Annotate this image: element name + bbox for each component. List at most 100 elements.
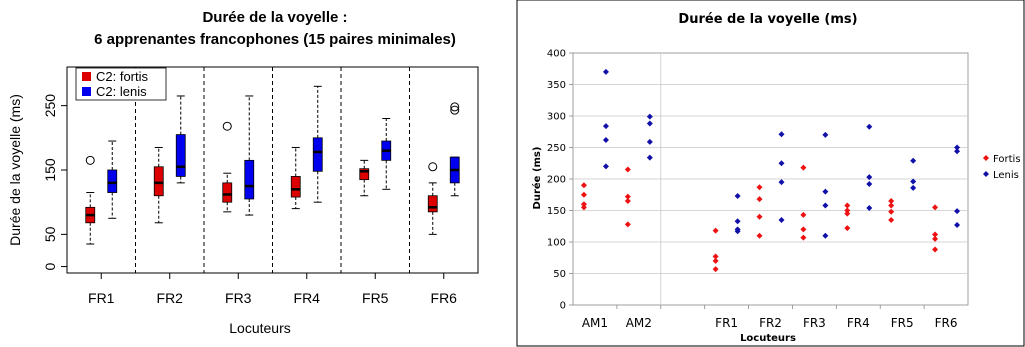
right-y-axis-label: Durée (ms)	[531, 147, 543, 210]
point-lenis-FR3	[822, 131, 829, 138]
left-y-tick-label-150: 150	[42, 158, 58, 182]
point-fortis-AM1	[580, 201, 587, 208]
point-fortis-FR6	[932, 231, 939, 238]
left-chart-title-line2: 6 apprenantes francophones (15 paires mi…	[94, 31, 456, 48]
point-fortis-FR6	[932, 235, 939, 242]
point-lenis-AM2	[646, 154, 653, 161]
point-fortis-AM2	[624, 198, 631, 205]
left-chart-title-line1: Durée de la voyelle :	[202, 9, 347, 26]
right-x-tick-label-FR3: FR3	[803, 316, 826, 330]
left-legend: C2: fortis C2: lenis	[75, 67, 167, 101]
right-y-tick-label-200: 200	[547, 175, 566, 186]
point-fortis-FR4	[844, 207, 851, 214]
left-y-tick-label-0: 0	[42, 262, 58, 270]
box-lenis-FR4	[312, 137, 323, 172]
point-lenis-FR1	[734, 226, 741, 233]
right-x-tick-label-AM1: AM1	[582, 316, 608, 330]
point-lenis-AM2	[646, 113, 653, 120]
point-lenis-FR4	[866, 123, 873, 130]
point-lenis-FR2	[778, 131, 785, 138]
box-fortis-FR3-outlier	[222, 121, 232, 131]
left-y-axis-label: Durée de la voyelle (ms)	[7, 94, 23, 246]
box-fortis-FR1-outlier	[85, 155, 95, 165]
point-fortis-FR4	[844, 202, 851, 209]
right-y-tick-label-250: 250	[547, 143, 566, 154]
point-lenis-FR6	[954, 148, 961, 155]
point-fortis-FR1	[712, 253, 719, 260]
box-lenis-FR6-outlier	[450, 105, 460, 115]
right-y-tick-label-0: 0	[560, 301, 566, 312]
point-lenis-FR1	[734, 218, 741, 225]
point-fortis-FR3	[800, 211, 807, 218]
right-x-tick-label-FR2: FR2	[759, 316, 782, 330]
point-fortis-AM1	[580, 182, 587, 189]
legend-label-lenis: C2: lenis	[96, 84, 147, 99]
point-lenis-FR4	[866, 181, 873, 188]
point-lenis-FR2	[778, 216, 785, 223]
right-x-axis-label: Locuteurs	[740, 333, 796, 344]
left-y-tick-label-250: 250	[42, 94, 58, 118]
left-x-axis-label: Locuteurs	[229, 320, 290, 336]
right-x-tick-label-FR4: FR4	[847, 316, 870, 330]
point-fortis-FR4	[844, 225, 851, 232]
point-lenis-FR3	[822, 188, 829, 195]
right-y-tick-label-300: 300	[547, 112, 566, 123]
point-fortis-FR6	[932, 246, 939, 253]
right-y-tick-label-400: 400	[547, 49, 566, 60]
point-lenis-FR6	[954, 144, 961, 151]
right-legend: Fortis Lenis	[983, 154, 1021, 181]
box-fortis-FR4	[290, 176, 301, 198]
point-lenis-FR1	[734, 193, 741, 200]
box-lenis-FR3	[244, 159, 255, 200]
box-lenis-FR1	[107, 169, 118, 193]
point-fortis-FR6	[932, 204, 939, 211]
legend-label-lenis-right: Lenis	[993, 170, 1019, 181]
box-fortis-FR5	[359, 168, 370, 181]
point-lenis-FR4	[866, 204, 873, 211]
box-lenis-FR2	[175, 134, 186, 177]
point-lenis-AM1	[602, 163, 609, 170]
right-chart: Durée de la voyelle (ms) Durée (ms) Locu…	[516, 0, 1025, 347]
point-fortis-AM2	[624, 193, 631, 200]
left-y-tick-label-50: 50	[42, 226, 58, 242]
point-fortis-AM2	[624, 166, 631, 173]
point-lenis-FR5	[910, 184, 917, 191]
point-lenis-FR3	[822, 232, 829, 239]
right-x-tick-label-FR6: FR6	[935, 316, 958, 330]
box-fortis-FR3	[222, 182, 233, 203]
point-fortis-FR1	[712, 266, 719, 273]
point-lenis-FR5	[910, 178, 917, 185]
point-fortis-FR5	[888, 198, 895, 205]
legend-swatch-fortis	[82, 72, 91, 81]
point-lenis-FR4	[866, 174, 873, 181]
legend-label-fortis-right: Fortis	[993, 154, 1021, 165]
point-lenis-AM2	[646, 120, 653, 127]
point-fortis-FR3	[800, 164, 807, 171]
box-fortis-FR6-outlier	[428, 162, 438, 172]
box-fortis-FR2	[153, 166, 164, 197]
left-x-tick-label-FR1: FR1	[88, 290, 115, 306]
point-lenis-AM1	[602, 68, 609, 75]
left-x-tick-label-FR5: FR5	[362, 290, 389, 306]
point-lenis-FR6	[954, 208, 961, 215]
left-x-tick-label-FR6: FR6	[431, 290, 458, 306]
point-fortis-FR5	[888, 202, 895, 209]
point-lenis-AM1	[602, 136, 609, 143]
legend-marker-fortis	[983, 155, 989, 161]
point-lenis-FR3	[822, 202, 829, 209]
legend-swatch-lenis	[82, 87, 91, 96]
right-x-tick-label-FR1: FR1	[715, 316, 738, 330]
point-fortis-FR2	[756, 232, 763, 239]
left-x-tick-label-FR3: FR3	[225, 290, 252, 306]
point-fortis-FR4	[844, 210, 851, 217]
left-x-tick-label-FR2: FR2	[157, 290, 184, 306]
right-chart-title: Durée de la voyelle (ms)	[678, 12, 857, 27]
point-fortis-FR5	[888, 208, 895, 215]
point-fortis-FR1	[712, 257, 719, 264]
point-fortis-FR2	[756, 184, 763, 191]
box-lenis-FR6-outlier	[450, 102, 460, 112]
right-x-tick-label-FR5: FR5	[891, 316, 914, 330]
left-chart: Durée de la voyelle : 6 apprenantes fran…	[7, 9, 479, 336]
point-fortis-AM1	[580, 204, 587, 211]
